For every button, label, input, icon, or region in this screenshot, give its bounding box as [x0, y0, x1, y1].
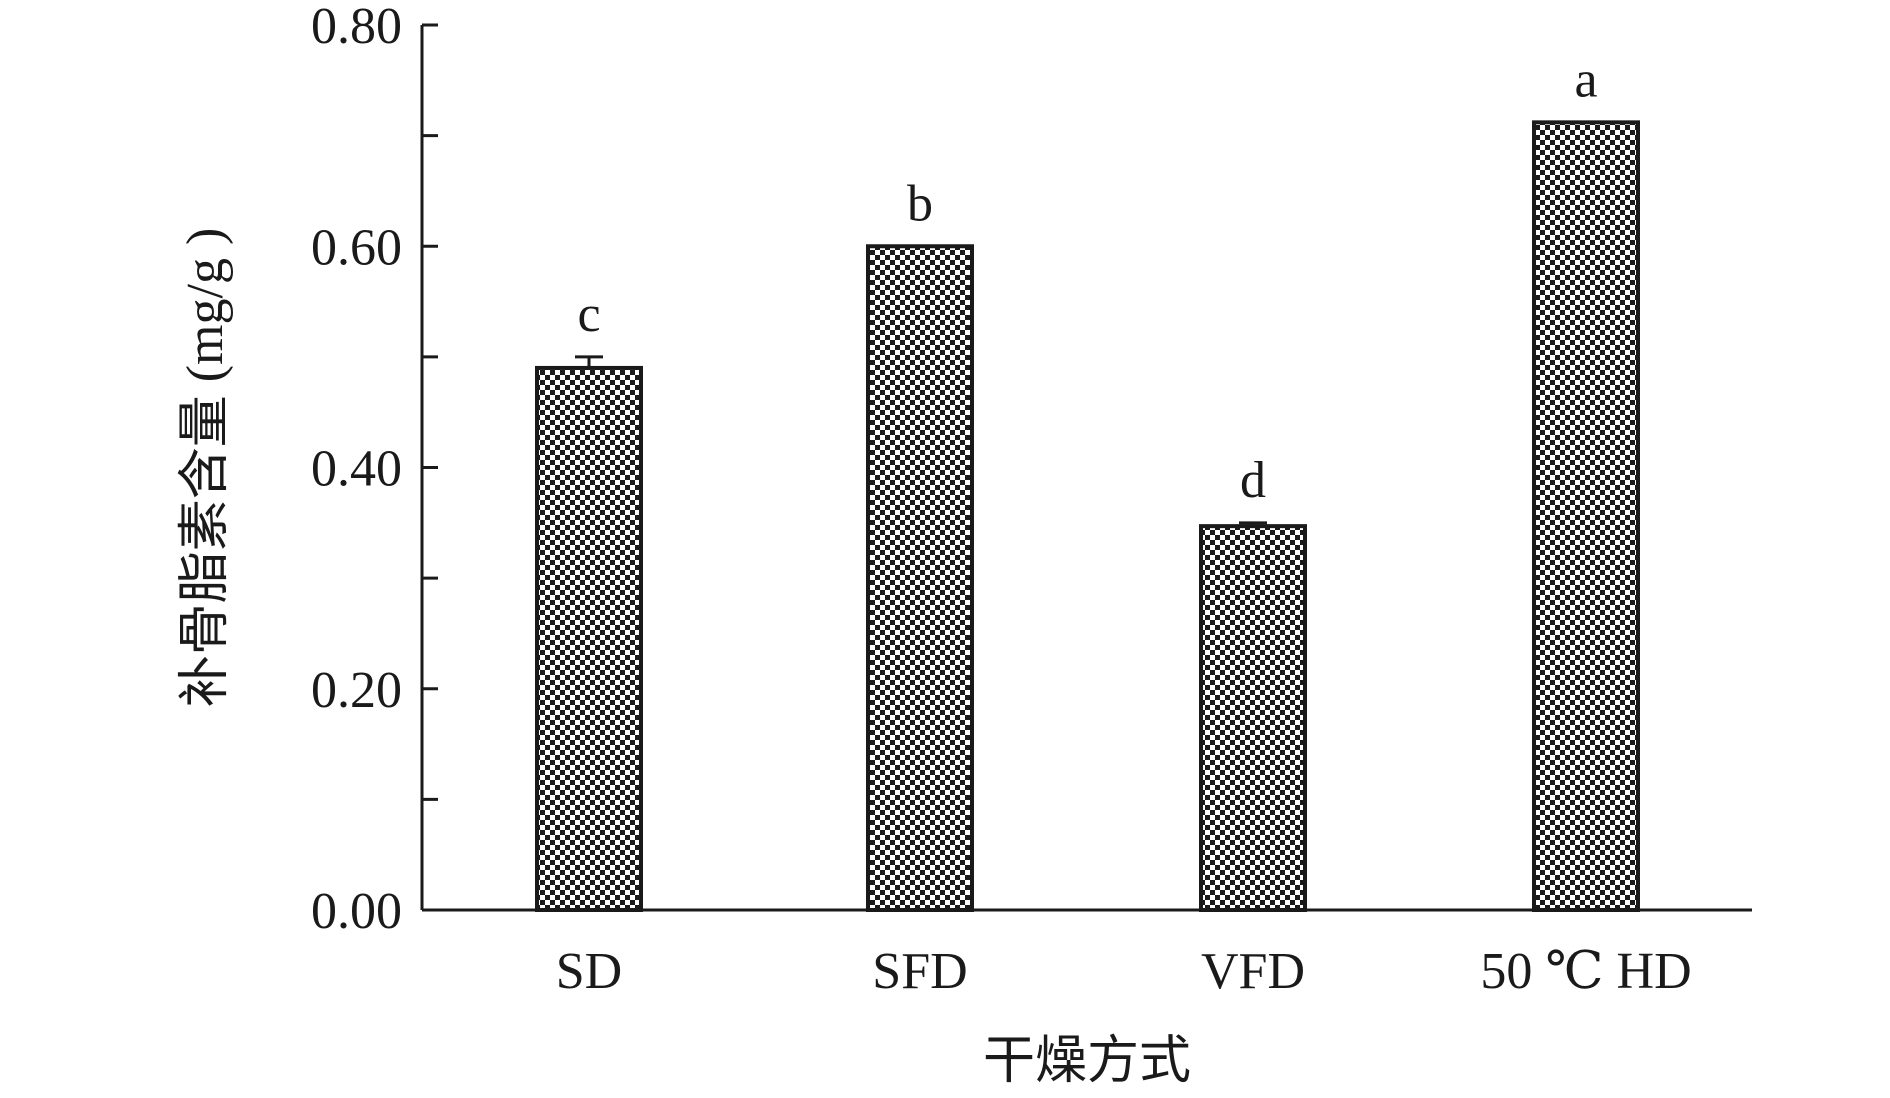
y-axis-title: 补骨脂素含量 (mg/g )	[177, 228, 234, 708]
y-tick-label: 0.80	[311, 0, 402, 55]
x-tick-label: 50 ℃ HD	[1480, 943, 1691, 1000]
x-tick-label: SD	[556, 943, 622, 1000]
bar	[1532, 120, 1640, 913]
bar	[1199, 524, 1307, 912]
y-ticks: 0.00 0.20 0.40 0.60 0.80	[311, 0, 438, 940]
y-tick-label: 0.20	[311, 662, 402, 719]
significance-label: c	[577, 286, 600, 343]
bar	[535, 365, 643, 912]
x-tick-label: VFD	[1201, 943, 1305, 1000]
significance-label: b	[907, 175, 933, 232]
bars: c b d a	[535, 51, 1640, 913]
y-tick-label: 0.40	[311, 441, 402, 498]
x-tick-labels: SD SFD VFD 50 ℃ HD	[556, 943, 1692, 1000]
significance-label: a	[1574, 51, 1597, 108]
significance-label: d	[1240, 452, 1266, 509]
x-tick-label: SFD	[872, 943, 967, 1000]
x-axis-title: 干燥方式	[983, 1033, 1191, 1090]
y-tick-label: 0.60	[311, 219, 402, 276]
y-tick-label: 0.00	[311, 883, 402, 940]
bar	[866, 244, 974, 912]
